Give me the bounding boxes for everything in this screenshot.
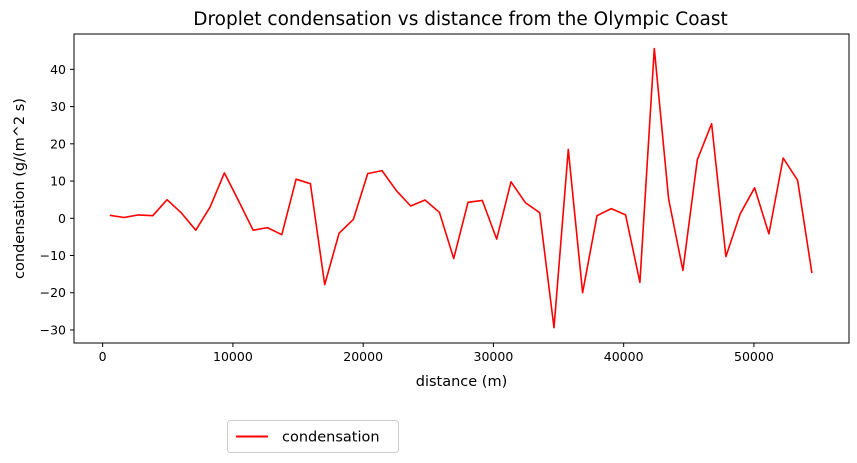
- x-tick-label: 30000: [474, 349, 514, 364]
- y-tick-label: 40: [50, 62, 66, 77]
- x-tick-label: 20000: [343, 349, 383, 364]
- y-tick-label: 0: [58, 211, 66, 226]
- y-axis-label: condensation (g/(m^2 s): [12, 98, 28, 279]
- y-tick-label: −10: [40, 248, 66, 263]
- legend-box: [227, 420, 399, 453]
- x-tick-label: 40000: [604, 349, 644, 364]
- y-axis: −30 −20 −10 0 10 20 30 40: [40, 62, 74, 337]
- x-tick-label: 0: [99, 349, 107, 364]
- y-tick-label: 20: [50, 136, 66, 151]
- chart-title: Droplet condensation vs distance from th…: [193, 9, 728, 30]
- plot-area: [73, 33, 850, 344]
- y-tick-label: −20: [40, 285, 66, 300]
- series-line-condensation: [109, 47, 813, 329]
- y-tick-label: −30: [40, 322, 66, 337]
- legend: condensation: [227, 420, 399, 453]
- x-tick-label: 50000: [734, 349, 774, 364]
- plot-frame: [73, 33, 850, 344]
- legend-label-condensation: condensation: [282, 430, 380, 446]
- x-tick-label: 10000: [213, 349, 253, 364]
- x-axis-label: distance (m): [416, 374, 508, 390]
- y-tick-label: 30: [50, 99, 66, 114]
- y-tick-label: 10: [50, 174, 66, 189]
- series-layer: [109, 47, 813, 329]
- x-axis: 0 10000 20000 30000 40000 50000: [99, 343, 774, 364]
